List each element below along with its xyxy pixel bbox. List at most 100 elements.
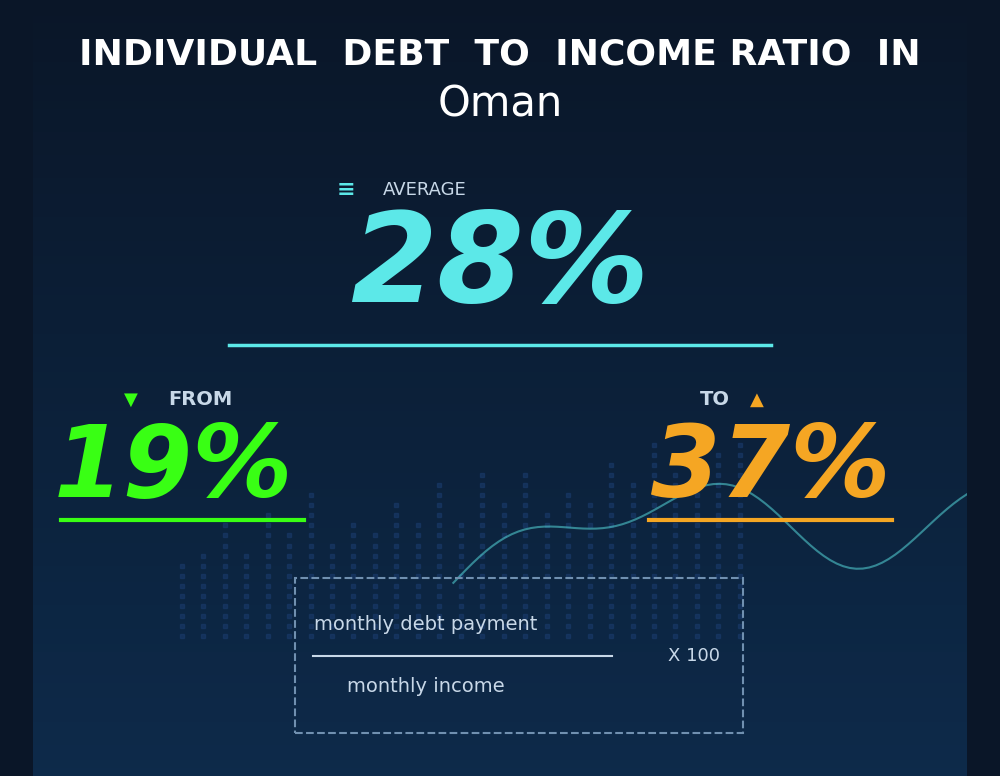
Bar (33, 745, 967, 753)
Bar (33, 264, 967, 272)
Text: 19%: 19% (54, 421, 293, 518)
Bar (33, 582, 967, 590)
Bar (33, 706, 967, 714)
Bar (33, 473, 967, 481)
Bar (33, 504, 967, 512)
Bar (33, 512, 967, 520)
Bar (33, 404, 967, 411)
Bar (33, 737, 967, 745)
Bar (33, 132, 967, 140)
Bar (33, 109, 967, 116)
Text: FROM: FROM (169, 390, 233, 409)
Bar (33, 295, 967, 303)
Bar (33, 279, 967, 287)
Bar (33, 101, 967, 109)
Bar (33, 442, 967, 450)
Bar (33, 140, 967, 147)
Bar (33, 70, 967, 78)
Bar (33, 636, 967, 644)
Bar (33, 566, 967, 574)
Bar (33, 411, 967, 419)
Bar (33, 380, 967, 388)
Bar (33, 497, 967, 504)
Bar (33, 85, 967, 93)
Bar (33, 613, 967, 621)
Bar (33, 760, 967, 768)
Text: ▲: ▲ (750, 390, 764, 409)
Text: ▼: ▼ (124, 390, 138, 409)
Bar (33, 334, 967, 341)
Bar (33, 520, 967, 528)
Bar (33, 62, 967, 70)
Bar (33, 248, 967, 256)
Bar (33, 372, 967, 380)
Bar (33, 644, 967, 652)
Text: monthly income: monthly income (347, 677, 504, 696)
Bar (33, 590, 967, 598)
Bar (33, 450, 967, 458)
Bar (33, 652, 967, 660)
Bar (33, 194, 967, 202)
Bar (33, 124, 967, 132)
Bar (33, 78, 967, 85)
Bar (33, 178, 967, 186)
Text: INDIVIDUAL  DEBT  TO  INCOME RATIO  IN: INDIVIDUAL DEBT TO INCOME RATIO IN (79, 37, 921, 71)
Bar (33, 714, 967, 722)
Bar (33, 598, 967, 605)
Bar (33, 729, 967, 737)
Bar (33, 419, 967, 427)
Bar (33, 310, 967, 318)
Bar (33, 605, 967, 613)
Bar (33, 241, 967, 248)
Bar (33, 233, 967, 241)
Bar (33, 217, 967, 225)
Bar (33, 667, 967, 675)
Bar (33, 256, 967, 264)
Bar (33, 691, 967, 698)
Bar (33, 698, 967, 706)
Bar (33, 39, 967, 47)
Bar (33, 683, 967, 691)
Bar (33, 210, 967, 217)
Bar (33, 341, 967, 349)
Bar (33, 660, 967, 667)
Bar (33, 481, 967, 489)
Text: Oman: Oman (437, 84, 563, 126)
Bar (33, 326, 967, 334)
Bar (33, 287, 967, 295)
Bar (33, 16, 967, 23)
Bar (33, 171, 967, 178)
Bar (33, 0, 967, 8)
Bar (33, 551, 967, 559)
Bar (33, 349, 967, 357)
Bar (33, 202, 967, 210)
Bar (33, 458, 967, 466)
Bar (33, 489, 967, 497)
Text: monthly debt payment: monthly debt payment (314, 615, 537, 634)
Bar (33, 396, 967, 404)
Bar (33, 31, 967, 39)
Text: TO: TO (700, 390, 730, 409)
Bar (33, 466, 967, 473)
Text: ≡: ≡ (337, 180, 355, 200)
Bar (33, 93, 967, 101)
Bar (33, 163, 967, 171)
Bar (33, 768, 967, 776)
Bar (33, 54, 967, 62)
Text: 37%: 37% (651, 421, 890, 518)
Bar (33, 675, 967, 683)
Bar (33, 753, 967, 760)
Bar (33, 574, 967, 582)
Text: 28%: 28% (350, 207, 650, 328)
Bar (33, 225, 967, 233)
Bar (33, 528, 967, 535)
Bar (33, 318, 967, 326)
Bar (33, 535, 967, 543)
Bar (33, 435, 967, 442)
Text: X 100: X 100 (668, 646, 720, 665)
Bar (33, 8, 967, 16)
Bar (33, 427, 967, 435)
Bar (33, 186, 967, 194)
Bar (33, 621, 967, 629)
Bar (33, 543, 967, 551)
